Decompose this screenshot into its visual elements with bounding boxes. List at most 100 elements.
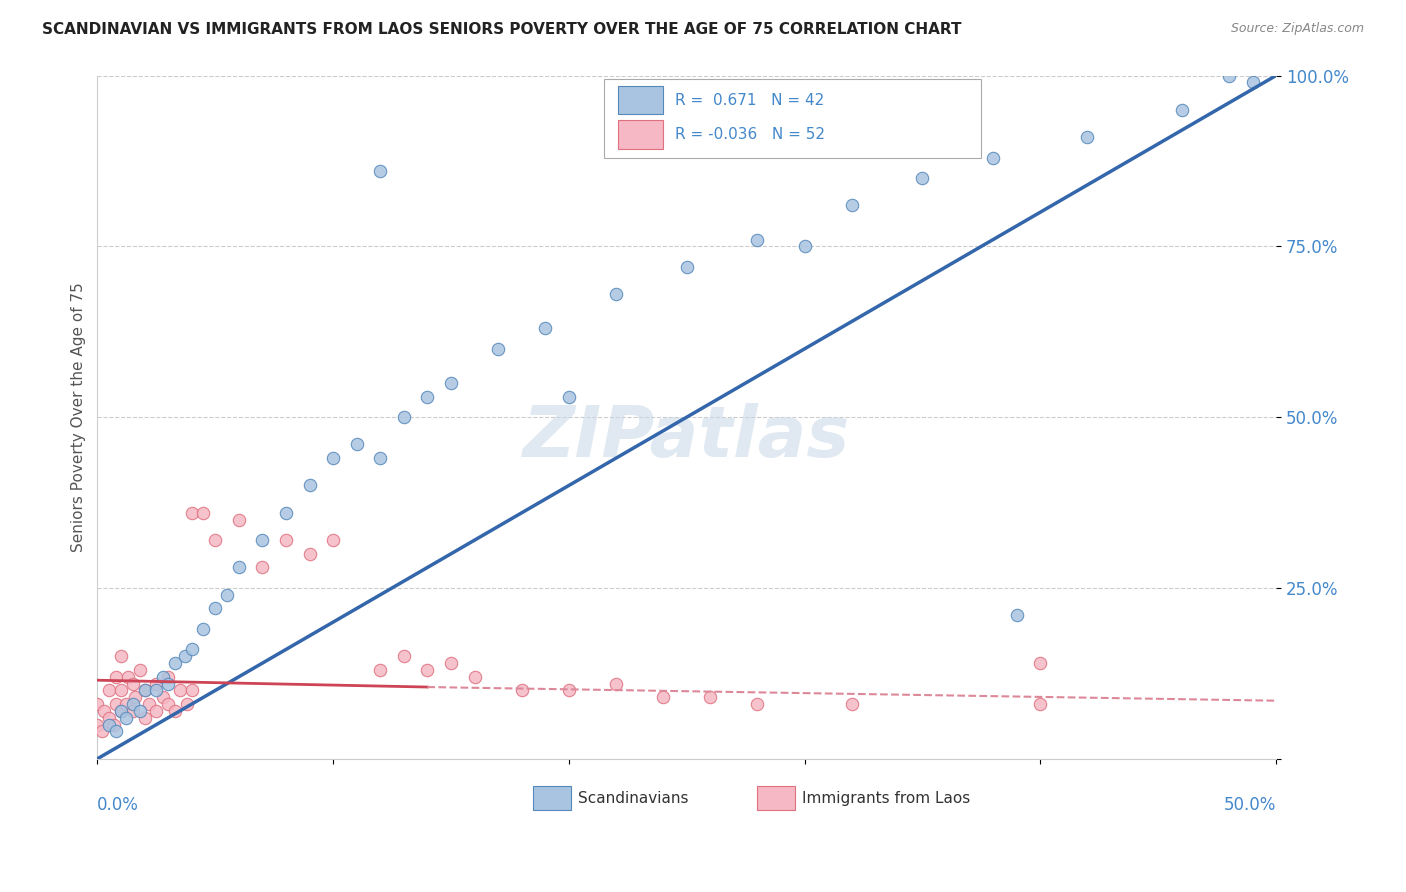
Point <box>98 683 121 698</box>
Point <box>605 287 627 301</box>
Point <box>981 151 1004 165</box>
Text: SCANDINAVIAN VS IMMIGRANTS FROM LAOS SENIORS POVERTY OVER THE AGE OF 75 CORRELAT: SCANDINAVIAN VS IMMIGRANTS FROM LAOS SEN… <box>42 22 962 37</box>
Point <box>368 451 391 466</box>
Point <box>699 690 721 705</box>
Point <box>134 711 156 725</box>
Point <box>128 663 150 677</box>
Point <box>675 260 697 274</box>
Point <box>110 683 132 698</box>
Point <box>1029 697 1052 711</box>
Point <box>652 690 675 705</box>
Point <box>121 704 143 718</box>
Point <box>346 437 368 451</box>
Point <box>486 342 509 356</box>
Point <box>392 410 415 425</box>
Point <box>176 697 198 711</box>
Point <box>911 171 934 186</box>
Point <box>298 547 321 561</box>
Point <box>86 717 108 731</box>
Point <box>180 683 202 698</box>
Point <box>93 704 115 718</box>
Point <box>204 533 226 548</box>
Point <box>368 164 391 178</box>
Point <box>1029 656 1052 670</box>
Point <box>173 649 195 664</box>
Point <box>841 198 863 212</box>
Text: 50.0%: 50.0% <box>1223 797 1277 814</box>
Point <box>228 513 250 527</box>
Point <box>558 390 581 404</box>
Point <box>274 533 297 548</box>
Point <box>98 711 121 725</box>
Text: 0.0%: 0.0% <box>97 797 139 814</box>
Point <box>274 506 297 520</box>
Point <box>128 704 150 718</box>
Bar <box>605 78 981 158</box>
Point <box>134 683 156 698</box>
Point <box>165 656 187 670</box>
Point <box>252 560 274 574</box>
Point <box>157 670 180 684</box>
Point <box>193 506 215 520</box>
Point <box>121 676 143 690</box>
Point <box>440 656 463 670</box>
Point <box>416 390 439 404</box>
Point <box>193 622 215 636</box>
Point <box>440 376 463 390</box>
Point <box>204 601 226 615</box>
Point <box>152 670 174 684</box>
Point <box>1076 130 1098 145</box>
Point <box>1171 103 1194 117</box>
Point <box>157 676 180 690</box>
Point <box>510 683 533 698</box>
Point <box>86 697 108 711</box>
Text: Immigrants from Laos: Immigrants from Laos <box>803 791 970 805</box>
Point <box>152 690 174 705</box>
Point <box>534 321 557 335</box>
Point <box>793 239 815 253</box>
Point <box>169 683 191 698</box>
Point <box>165 704 187 718</box>
Point <box>105 670 128 684</box>
Point <box>1218 69 1240 83</box>
Text: Source: ZipAtlas.com: Source: ZipAtlas.com <box>1230 22 1364 36</box>
Point <box>228 560 250 574</box>
Point <box>110 704 132 718</box>
Bar <box>758 786 796 810</box>
Point <box>747 697 769 711</box>
Bar <box>533 786 571 810</box>
Point <box>1241 75 1264 89</box>
Text: R = -0.036   N = 52: R = -0.036 N = 52 <box>675 128 825 143</box>
Bar <box>619 120 664 149</box>
Point <box>747 233 769 247</box>
Point <box>464 670 486 684</box>
Point <box>157 697 180 711</box>
Point <box>114 697 136 711</box>
Point <box>145 676 167 690</box>
Point <box>392 649 415 664</box>
Point <box>841 697 863 711</box>
Point <box>416 663 439 677</box>
Point <box>180 642 202 657</box>
Point <box>134 683 156 698</box>
Point <box>1005 608 1028 623</box>
Bar <box>619 86 664 114</box>
Point <box>138 697 160 711</box>
Point <box>215 588 238 602</box>
Point <box>105 724 128 739</box>
Point <box>298 478 321 492</box>
Point <box>180 506 202 520</box>
Point <box>117 670 139 684</box>
Point <box>252 533 274 548</box>
Text: Scandinavians: Scandinavians <box>578 791 689 805</box>
Y-axis label: Seniors Poverty Over the Age of 75: Seniors Poverty Over the Age of 75 <box>72 282 86 552</box>
Point <box>98 717 121 731</box>
Text: R =  0.671   N = 42: R = 0.671 N = 42 <box>675 94 824 108</box>
Point <box>605 676 627 690</box>
Text: ZIPatlas: ZIPatlas <box>523 403 851 472</box>
Point <box>322 533 344 548</box>
Point <box>121 697 143 711</box>
Point <box>110 649 132 664</box>
Point <box>114 711 136 725</box>
Point <box>145 683 167 698</box>
